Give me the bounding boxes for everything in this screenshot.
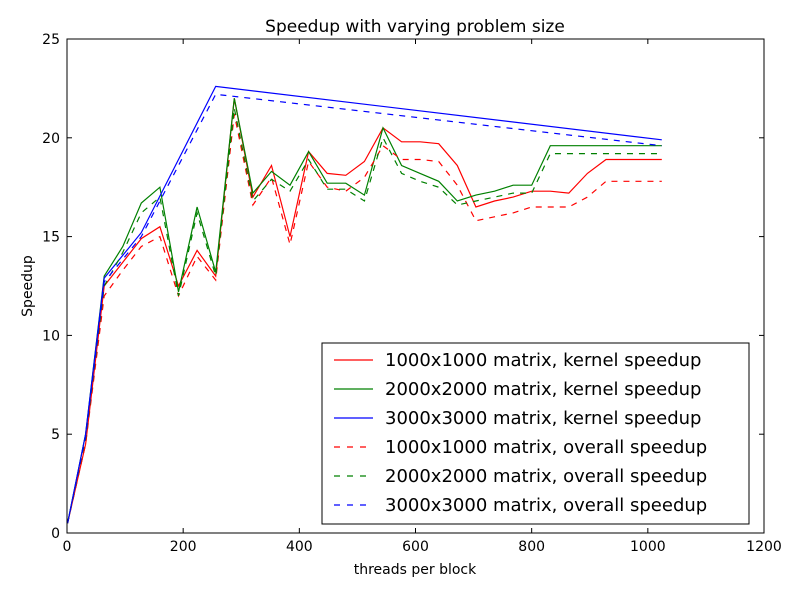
legend-label: 1000x1000 matrix, overall speedup: [385, 437, 707, 458]
ticks-layer: 0 200 400 600 800 1000 1200 0 5 10 15 20 25: [42, 32, 782, 555]
legend-entry-4: 1000x1000 matrix, overall speedup: [334, 437, 707, 458]
legend-label: 3000x3000 matrix, kernel speedup: [385, 408, 701, 429]
legend-entry-6: 3000x3000 matrix, overall speedup: [334, 495, 707, 516]
x-tick-label: 400: [286, 539, 313, 555]
y-tick-label: 20: [42, 131, 60, 147]
series-line-6: [67, 93, 662, 524]
y-axis-label: Speedup: [20, 255, 36, 317]
chart-title: Speedup with varying problem size: [265, 17, 565, 37]
y-tick-label: 10: [42, 328, 60, 344]
y-tick-label: 15: [42, 230, 60, 246]
legend-entry-1: 1000x1000 matrix, kernel speedup: [334, 350, 701, 371]
legend-entry-5: 2000x2000 matrix, overall speedup: [334, 466, 707, 487]
legend: 1000x1000 matrix, kernel speedup 2000x200…: [321, 342, 750, 525]
x-tick-label: 200: [170, 539, 197, 555]
series-layer: [67, 85, 662, 524]
x-tick-label: 1000: [630, 539, 666, 555]
series-line-1: [67, 98, 662, 524]
legend-entry-3: 3000x3000 matrix, kernel speedup: [334, 408, 701, 429]
x-tick-label: 600: [402, 539, 429, 555]
y-tick-label: 5: [51, 427, 60, 443]
legend-box: [321, 342, 750, 525]
x-tick-label: 800: [518, 539, 545, 555]
legend-entry-2: 2000x2000 matrix, kernel speedup: [334, 379, 701, 400]
series-line-2: [67, 98, 662, 524]
series-line-5: [67, 108, 662, 524]
legend-label: 2000x2000 matrix, kernel speedup: [385, 379, 701, 400]
legend-label: 3000x3000 matrix, overall speedup: [385, 495, 707, 516]
series-line-4: [67, 113, 662, 524]
x-tick-label: 1200: [746, 539, 782, 555]
x-tick-label: 0: [63, 539, 72, 555]
legend-label: 2000x2000 matrix, overall speedup: [385, 466, 707, 487]
legend-label: 1000x1000 matrix, kernel speedup: [385, 350, 701, 371]
y-tick-label: 25: [42, 32, 60, 48]
y-tick-label: 0: [51, 526, 60, 542]
x-axis-label: threads per block: [354, 562, 477, 578]
